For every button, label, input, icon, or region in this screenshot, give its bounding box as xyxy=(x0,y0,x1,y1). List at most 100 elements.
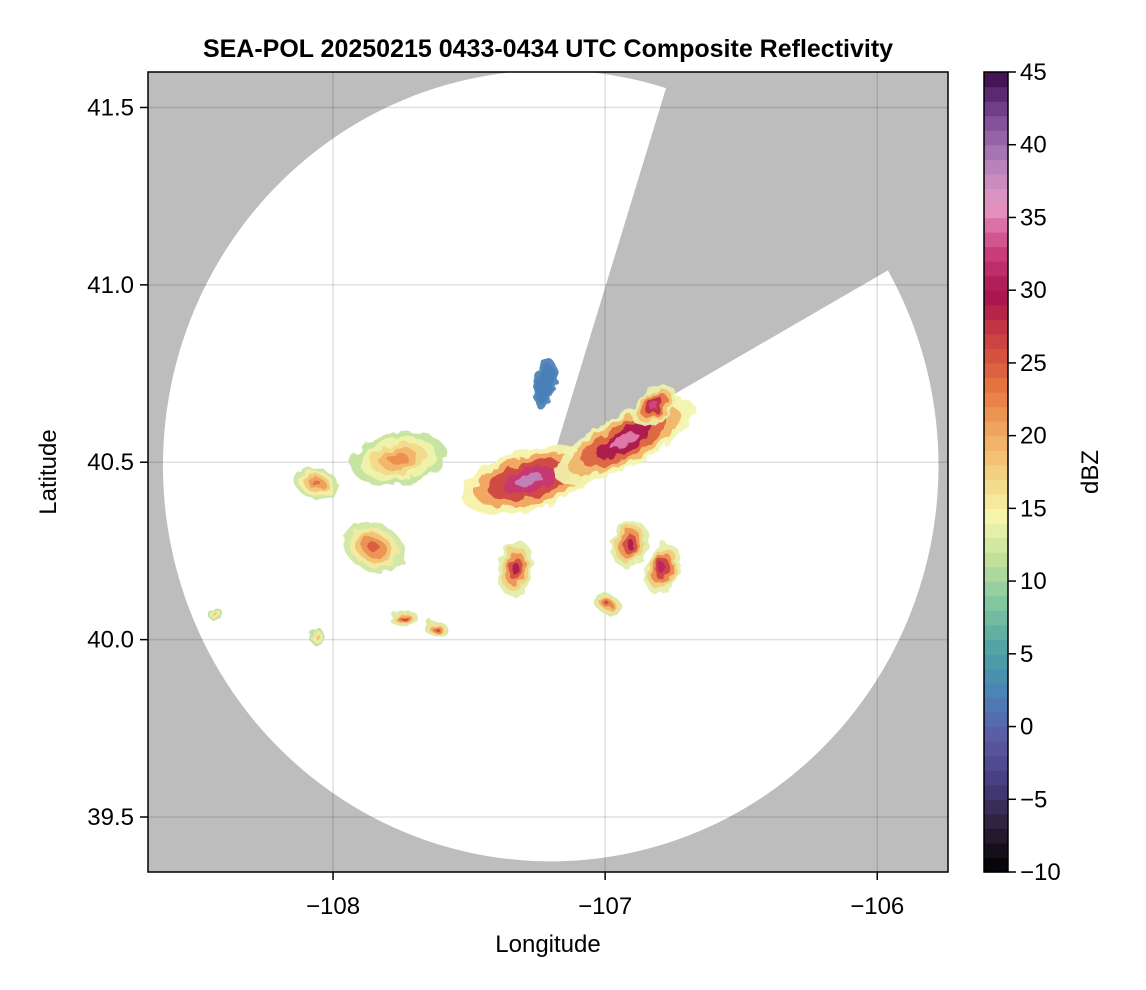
echo-layer xyxy=(315,634,319,638)
echo-far-west-2 xyxy=(309,627,324,646)
colorbar-segment xyxy=(984,566,1008,582)
colorbar-segment xyxy=(984,770,1008,786)
colorbar-tick-label: 0 xyxy=(1020,714,1033,741)
colorbar-segment xyxy=(984,406,1008,422)
colorbar-segment xyxy=(984,537,1008,553)
echo-layer xyxy=(605,601,611,607)
y-tick-label: 40.0 xyxy=(87,627,134,654)
colorbar-segment xyxy=(984,755,1008,771)
colorbar-segment xyxy=(984,290,1008,306)
colorbar-segment xyxy=(984,217,1008,233)
echo-west-complex xyxy=(350,431,446,486)
echo-north-clear-air xyxy=(533,358,558,410)
colorbar-segment xyxy=(984,522,1008,539)
colorbar-segment xyxy=(984,348,1008,364)
echo-layer xyxy=(610,432,639,450)
echo-far-west-1 xyxy=(209,607,224,622)
y-tick-label: 41.0 xyxy=(87,272,134,299)
colorbar-segment xyxy=(984,377,1008,393)
y-tick-label: 40.5 xyxy=(87,449,134,476)
y-axis-label: Latitude xyxy=(35,429,62,514)
echo-south-small-1 xyxy=(388,610,419,627)
colorbar-segment xyxy=(984,72,1008,88)
colorbar-segment xyxy=(984,857,1008,873)
colorbar-tick-label: 10 xyxy=(1020,568,1047,595)
colorbar-tick-label: −5 xyxy=(1020,786,1047,813)
colorbar-tick-label: 25 xyxy=(1020,350,1047,377)
echo-layer xyxy=(367,542,380,553)
colorbar-segment xyxy=(984,581,1008,597)
colorbar-segment xyxy=(984,595,1008,611)
colorbar-segment xyxy=(984,115,1008,131)
x-axis-ticks: −108 −107 −106 xyxy=(306,872,904,920)
colorbar-segment xyxy=(984,275,1008,291)
echo-layer xyxy=(658,563,666,574)
colorbar-segment xyxy=(984,173,1008,189)
colorbar-segment xyxy=(984,159,1008,175)
echo-layer xyxy=(511,563,519,575)
y-axis-ticks: 39.5 40.0 40.5 41.0 41.5 xyxy=(87,94,148,831)
colorbar-segment xyxy=(984,741,1008,757)
colorbar-label: dBZ xyxy=(1077,450,1104,494)
echo-southeast-cell-2 xyxy=(644,543,681,594)
colorbar-segment xyxy=(984,261,1008,277)
colorbar-segment xyxy=(984,188,1008,204)
colorbar-segment xyxy=(984,697,1008,713)
colorbar-segment xyxy=(984,232,1008,248)
colorbar-segment xyxy=(984,86,1008,102)
y-tick-label: 41.5 xyxy=(87,94,134,121)
chart-title: SEA-POL 20250215 0433-0434 UTC Composite… xyxy=(203,35,893,63)
colorbar-tick-label: 20 xyxy=(1020,423,1047,450)
x-tick-label: −108 xyxy=(306,893,360,920)
colorbar-segment xyxy=(984,508,1008,524)
echo-layer xyxy=(515,473,543,487)
colorbar-segment xyxy=(984,479,1008,495)
colorbar-segment xyxy=(984,333,1008,349)
colorbar-ticks: −10 −5 0 5 10 15 20 25 30 35 40 45 xyxy=(1008,59,1061,886)
colorbar-tick-label: 40 xyxy=(1020,132,1047,159)
colorbar-segment xyxy=(984,202,1008,219)
echo-layer xyxy=(400,616,407,620)
colorbar-segment xyxy=(984,610,1008,626)
colorbar-segment xyxy=(984,813,1008,829)
echo-layer xyxy=(388,453,408,465)
colorbar-segment xyxy=(984,624,1008,640)
plot-area xyxy=(148,72,948,872)
colorbar-segment xyxy=(984,464,1008,480)
colorbar-segment xyxy=(984,392,1008,408)
colorbar-segment xyxy=(984,653,1008,669)
colorbar-segment xyxy=(984,712,1008,728)
plot-frame xyxy=(147,71,949,873)
colorbar-tick-label: 35 xyxy=(1020,204,1047,231)
echo-layer xyxy=(214,613,218,617)
echo-west-cell xyxy=(294,468,339,499)
colorbar-segment xyxy=(984,828,1008,844)
colorbar-segment xyxy=(984,842,1008,859)
x-axis-label: Longitude xyxy=(495,931,600,958)
colorbar-segment xyxy=(984,130,1008,146)
colorbar-tick-label: 15 xyxy=(1020,495,1047,522)
echo-layer xyxy=(433,627,439,631)
reflectivity-echoes xyxy=(209,358,695,646)
colorbar-segment xyxy=(984,682,1008,699)
colorbar-segment xyxy=(984,101,1008,117)
colorbar-segment xyxy=(984,493,1008,509)
colorbar-segment xyxy=(984,246,1008,262)
colorbar-segment xyxy=(984,144,1008,160)
echo-layer xyxy=(649,401,659,410)
echo-layer xyxy=(542,379,548,390)
y-tick-label: 39.5 xyxy=(87,804,134,831)
colorbar-segment xyxy=(984,552,1008,568)
echo-south-cell xyxy=(497,540,533,597)
colorbar-tick-label: 30 xyxy=(1020,277,1047,304)
colorbar-segment xyxy=(984,450,1008,466)
colorbar xyxy=(984,72,1008,873)
echo-southwest-cell xyxy=(343,521,405,574)
x-tick-label: −107 xyxy=(578,893,632,920)
colorbar-segment xyxy=(984,668,1008,684)
x-tick-label: −106 xyxy=(850,893,904,920)
colorbar-segment xyxy=(984,799,1008,815)
echo-south-small-3 xyxy=(593,592,622,616)
colorbar-segment xyxy=(984,726,1008,742)
